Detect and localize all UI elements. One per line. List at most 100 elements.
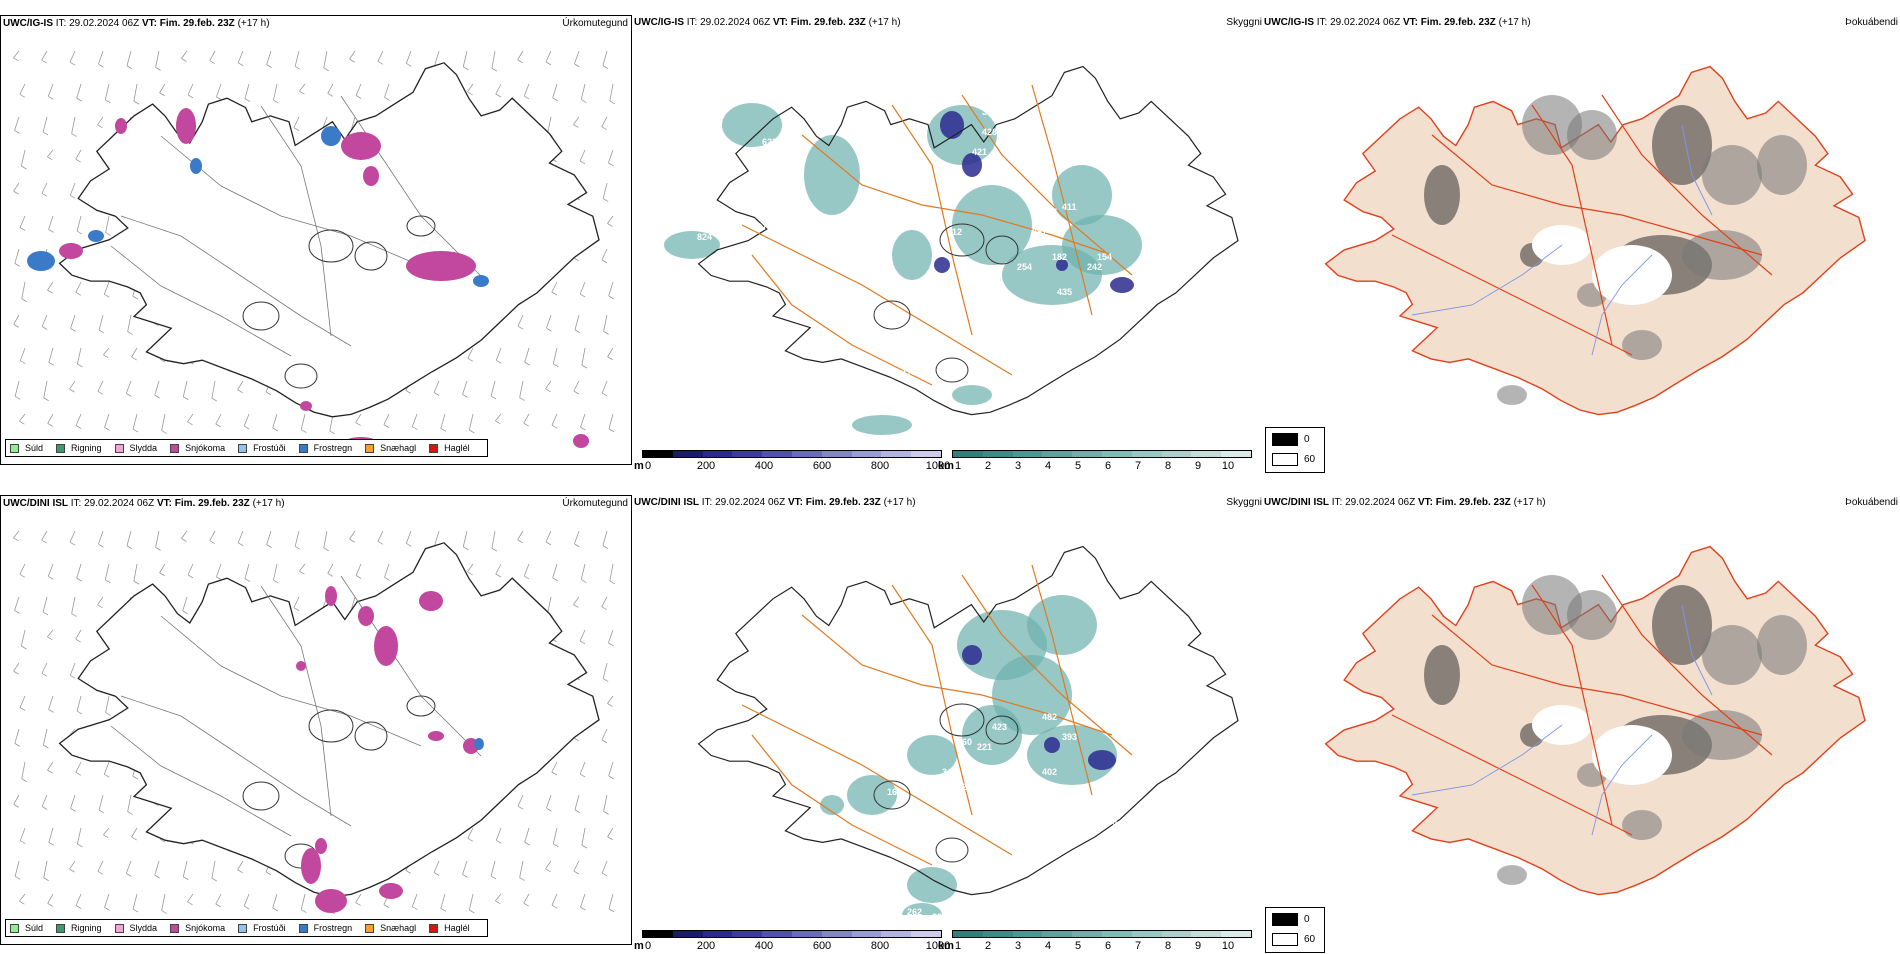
wind-barb	[70, 314, 76, 329]
wind-barb-flag	[69, 388, 75, 393]
tick-label: 4	[1044, 460, 1052, 472]
colorbar-seg	[1221, 931, 1251, 937]
wind-barb	[355, 563, 362, 576]
snow-area	[59, 243, 83, 259]
colorbar-seg	[1221, 451, 1251, 457]
wind-barb	[467, 563, 474, 573]
wind-barb	[462, 380, 468, 395]
wind-barb	[47, 629, 54, 638]
vt-value: Fim. 29.feb. 23Z	[1420, 17, 1496, 28]
wind-barb-flag	[579, 640, 586, 645]
snow-area	[315, 889, 347, 913]
legend-item: Haglél	[429, 443, 470, 453]
wind-barb	[47, 149, 54, 158]
wind-barb-flag	[491, 547, 498, 552]
wind-barb	[244, 83, 250, 99]
wind-barb-flag	[98, 809, 105, 814]
legend-swatch	[238, 443, 248, 453]
wind-barb-flag	[491, 67, 498, 72]
unit-m: m	[634, 460, 644, 472]
panel-label-fog: Þokuábendi	[1845, 17, 1898, 28]
legend-swatch	[10, 923, 19, 933]
wind-barb-flag	[607, 356, 613, 361]
legend-swatch	[114, 923, 124, 933]
wind-barb-flag	[209, 60, 215, 65]
vt-value: Fim. 29.feb. 23Z	[790, 17, 866, 28]
wind-barb-flag	[329, 430, 336, 435]
road	[891, 584, 973, 816]
wind-barb-flag	[48, 709, 54, 713]
vt-value: Fim. 29.feb. 23Z	[805, 497, 881, 508]
visibility-value: 154	[1097, 252, 1112, 262]
wind-barb-flag	[546, 327, 552, 332]
wind-barb	[19, 563, 26, 575]
wind-barb	[181, 530, 188, 539]
wind-barb-flag	[609, 100, 616, 105]
wind-barb	[19, 695, 26, 708]
low-visibility-area	[962, 705, 1022, 765]
tick-label: 200	[696, 940, 716, 952]
wind-barb-flag	[440, 908, 447, 912]
wind-barb	[608, 761, 614, 777]
wind-barb-flag	[47, 903, 53, 907]
road	[1431, 614, 1763, 736]
wind-barb-flag	[215, 903, 222, 908]
wind-barb-flag	[355, 575, 362, 579]
legend-swatch	[170, 443, 180, 453]
wind-barb-flag	[47, 769, 53, 774]
wind-barb	[601, 860, 608, 874]
visibility-value: 393	[1062, 732, 1077, 742]
wind-barb	[607, 827, 614, 837]
colorbar-seg	[953, 931, 983, 937]
wind-barb-flag	[48, 95, 54, 100]
legend-label: Rigning	[71, 923, 102, 933]
wind-barb	[43, 860, 48, 878]
wind-barb-flag	[70, 194, 76, 199]
panel-label-vis: Skyggni	[1226, 497, 1262, 508]
model-name: UWC/IG-IS	[1264, 17, 1314, 28]
fog-legend-swatch	[1272, 913, 1298, 926]
wind-barb	[579, 281, 586, 295]
visibility-value: 428	[982, 127, 997, 137]
wind-barb-flag	[97, 604, 103, 609]
wind-barb-flag	[105, 579, 111, 584]
wind-barb-flag	[14, 395, 21, 400]
wind-barb	[294, 530, 300, 547]
wind-barb-flag	[69, 61, 76, 66]
wind-barb-flag	[75, 158, 81, 163]
panel-label-ptype: Úrkomutegund	[562, 498, 628, 509]
wind-barb	[215, 893, 222, 905]
vt-value: Fim. 29.feb. 23Z	[1435, 497, 1511, 508]
wind-barb-flag	[462, 394, 468, 398]
wind-barb	[211, 860, 216, 879]
fog-area	[1522, 95, 1582, 155]
wind-barb-flag	[462, 874, 468, 878]
fog-index-panel: UWC/DINI ISL IT: 29.02.2024 06Z VT: Fim.…	[1262, 495, 1900, 945]
wind-barb	[127, 314, 132, 332]
wind-barb	[75, 761, 82, 773]
panel-title-fog: UWC/IG-IS IT: 29.02.2024 06Z VT: Fim. 29…	[1264, 17, 1531, 28]
legend-item: Súld	[10, 923, 43, 933]
wind-barb	[131, 827, 138, 838]
wind-barb-flag	[19, 93, 26, 98]
colorbar-seg	[911, 451, 941, 457]
wind-barb-flag	[161, 430, 167, 434]
wind-barb	[547, 596, 552, 614]
wind-barb-flag	[384, 577, 390, 581]
wind-barb-flag	[105, 232, 111, 236]
tick-label: 5	[1074, 460, 1082, 472]
wind-barb-flag	[546, 807, 552, 812]
wind-barb-flag	[383, 904, 390, 908]
wind-barb-flag	[440, 428, 447, 432]
wind-barb	[13, 50, 20, 59]
wind-barb	[552, 347, 558, 364]
wind-barb	[547, 116, 552, 134]
wind-barb	[161, 413, 166, 431]
fog-legend-label: 0	[1304, 434, 1310, 445]
wind-barb	[323, 50, 328, 68]
wind-barb	[132, 413, 138, 430]
wind-barb	[69, 860, 76, 870]
wind-barb	[490, 860, 496, 877]
wind-barb-flag	[41, 672, 48, 677]
tick-label: 3	[1014, 940, 1022, 952]
